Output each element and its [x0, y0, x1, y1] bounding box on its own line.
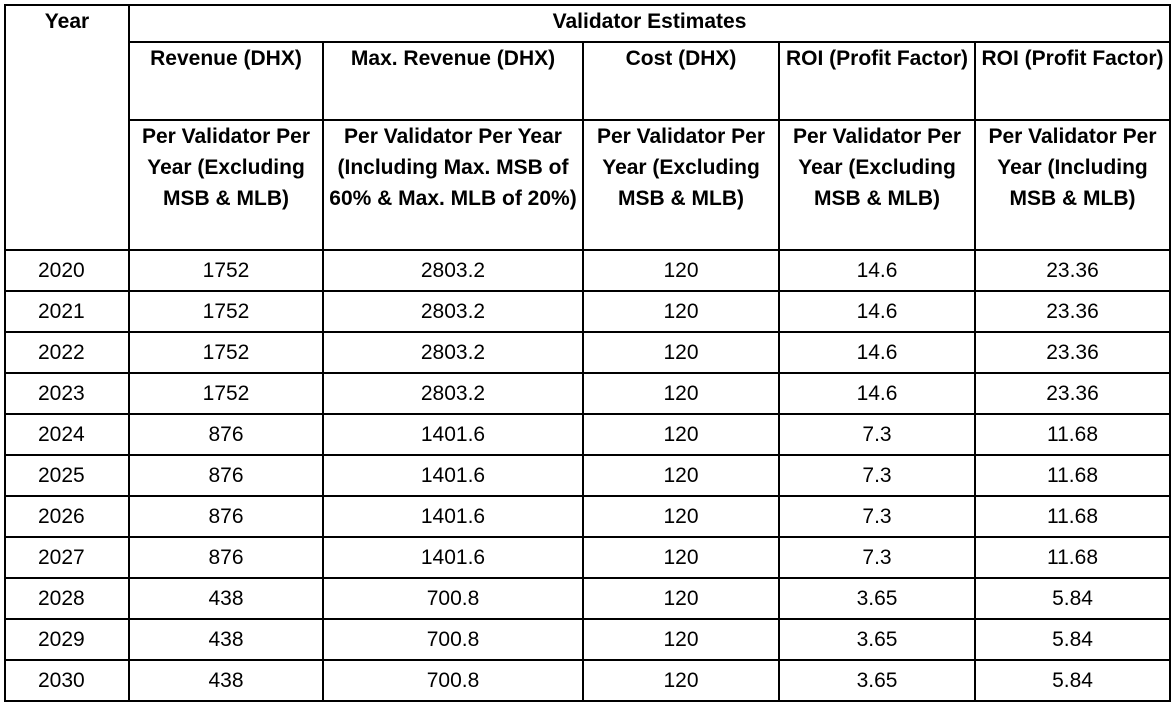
revenue-cell: 1752	[128, 372, 324, 415]
revenue-cell: 876	[128, 413, 324, 456]
cost-cell: 120	[582, 290, 780, 333]
roi-including-cell: 11.68	[974, 536, 1171, 579]
cost-cell: 120	[582, 577, 780, 620]
column-title: Revenue (DHX)	[128, 41, 324, 121]
table-row: 2028 438 700.8 120 3.65 5.84	[4, 577, 1171, 620]
year-cell: 2027	[4, 536, 130, 579]
year-cell: 2021	[4, 290, 130, 333]
max-revenue-cell: 2803.2	[322, 249, 584, 292]
year-cell: 2023	[4, 372, 130, 415]
column-subtitle: Per Validator Per Year (Excluding MSB & …	[582, 119, 780, 251]
revenue-cell: 1752	[128, 331, 324, 374]
max-revenue-cell: 1401.6	[322, 413, 584, 456]
cost-cell: 120	[582, 495, 780, 538]
table-row: 2023 1752 2803.2 120 14.6 23.36	[4, 372, 1171, 415]
revenue-cell: 438	[128, 577, 324, 620]
year-cell: 2029	[4, 618, 130, 661]
cost-cell: 120	[582, 372, 780, 415]
roi-including-cell: 23.36	[974, 331, 1171, 374]
year-cell: 2025	[4, 454, 130, 497]
max-revenue-cell: 1401.6	[322, 495, 584, 538]
roi-excluding-cell: 7.3	[778, 536, 976, 579]
roi-including-cell: 23.36	[974, 290, 1171, 333]
year-header: Year	[4, 4, 130, 251]
column-subtitle: Per Validator Per Year (Including Max. M…	[322, 119, 584, 251]
roi-including-cell: 5.84	[974, 577, 1171, 620]
cost-cell: 120	[582, 454, 780, 497]
roi-including-cell: 5.84	[974, 659, 1171, 702]
revenue-cell: 876	[128, 536, 324, 579]
table-row: 2030 438 700.8 120 3.65 5.84	[4, 659, 1171, 702]
table-row: 2024 876 1401.6 120 7.3 11.68	[4, 413, 1171, 456]
revenue-cell: 1752	[128, 290, 324, 333]
cost-cell: 120	[582, 413, 780, 456]
year-cell: 2020	[4, 249, 130, 292]
table-row: 2020 1752 2803.2 120 14.6 23.36	[4, 249, 1171, 292]
roi-including-cell: 23.36	[974, 372, 1171, 415]
year-cell: 2028	[4, 577, 130, 620]
column-title: Max. Revenue (DHX)	[322, 41, 584, 121]
cost-cell: 120	[582, 536, 780, 579]
table-row: 2026 876 1401.6 120 7.3 11.68	[4, 495, 1171, 538]
revenue-cell: 876	[128, 454, 324, 497]
roi-including-cell: 11.68	[974, 454, 1171, 497]
roi-including-cell: 11.68	[974, 413, 1171, 456]
table-row: 2021 1752 2803.2 120 14.6 23.36	[4, 290, 1171, 333]
column-subtitle: Per Validator Per Year (Excluding MSB & …	[778, 119, 976, 251]
year-cell: 2030	[4, 659, 130, 702]
max-revenue-cell: 2803.2	[322, 331, 584, 374]
cost-cell: 120	[582, 618, 780, 661]
roi-excluding-cell: 7.3	[778, 495, 976, 538]
roi-excluding-cell: 14.6	[778, 372, 976, 415]
roi-excluding-cell: 7.3	[778, 454, 976, 497]
column-title: ROI (Profit Factor)	[974, 41, 1171, 121]
group-header: Validator Estimates	[128, 4, 1171, 43]
cost-cell: 120	[582, 249, 780, 292]
revenue-cell: 876	[128, 495, 324, 538]
table-row: 2029 438 700.8 120 3.65 5.84	[4, 618, 1171, 661]
roi-including-cell: 11.68	[974, 495, 1171, 538]
revenue-cell: 438	[128, 618, 324, 661]
roi-including-cell: 23.36	[974, 249, 1171, 292]
column-subtitle: Per Validator Per Year (Excluding MSB & …	[128, 119, 324, 251]
roi-excluding-cell: 14.6	[778, 331, 976, 374]
table-row: 2027 876 1401.6 120 7.3 11.68	[4, 536, 1171, 579]
year-cell: 2026	[4, 495, 130, 538]
table-row: 2025 876 1401.6 120 7.3 11.68	[4, 454, 1171, 497]
max-revenue-cell: 700.8	[322, 659, 584, 702]
roi-including-cell: 5.84	[974, 618, 1171, 661]
roi-excluding-cell: 14.6	[778, 249, 976, 292]
cost-cell: 120	[582, 331, 780, 374]
max-revenue-cell: 2803.2	[322, 290, 584, 333]
max-revenue-cell: 700.8	[322, 577, 584, 620]
roi-excluding-cell: 3.65	[778, 618, 976, 661]
validator-estimates-table: Year Validator Estimates Revenue (DHX) M…	[4, 4, 1171, 702]
roi-excluding-cell: 3.65	[778, 577, 976, 620]
max-revenue-cell: 1401.6	[322, 536, 584, 579]
max-revenue-cell: 2803.2	[322, 372, 584, 415]
column-title: ROI (Profit Factor)	[778, 41, 976, 121]
max-revenue-cell: 1401.6	[322, 454, 584, 497]
roi-excluding-cell: 7.3	[778, 413, 976, 456]
roi-excluding-cell: 14.6	[778, 290, 976, 333]
column-title: Cost (DHX)	[582, 41, 780, 121]
year-cell: 2022	[4, 331, 130, 374]
cost-cell: 120	[582, 659, 780, 702]
year-cell: 2024	[4, 413, 130, 456]
roi-excluding-cell: 3.65	[778, 659, 976, 702]
max-revenue-cell: 700.8	[322, 618, 584, 661]
table-row: 2022 1752 2803.2 120 14.6 23.36	[4, 331, 1171, 374]
revenue-cell: 1752	[128, 249, 324, 292]
revenue-cell: 438	[128, 659, 324, 702]
column-subtitle: Per Validator Per Year (Including MSB & …	[974, 119, 1171, 251]
